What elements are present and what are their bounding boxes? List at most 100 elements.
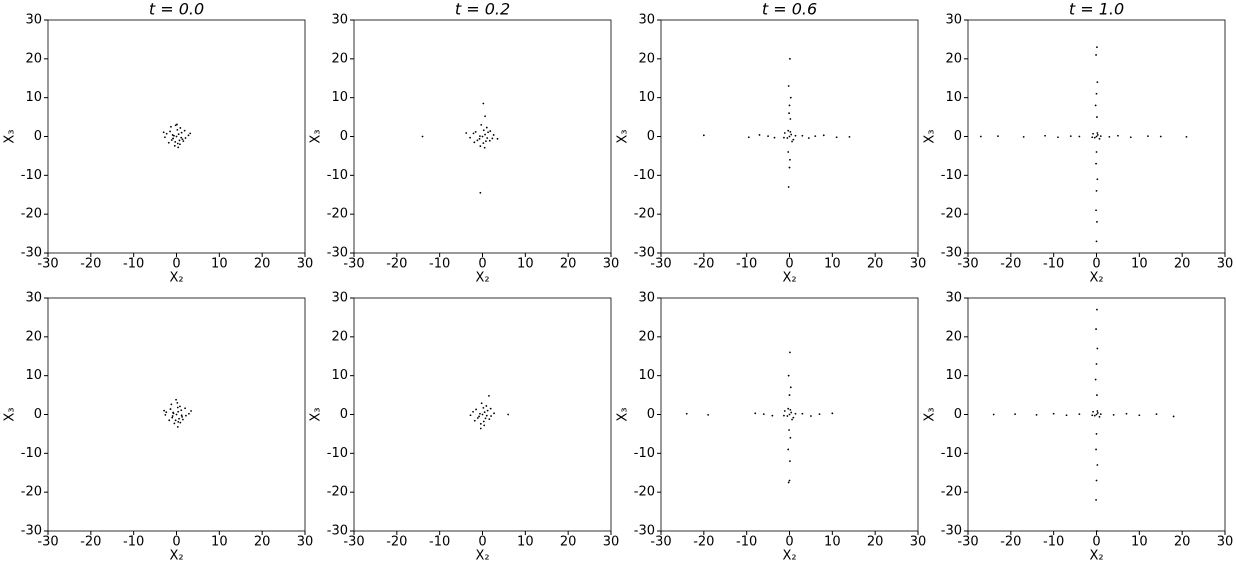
point [479, 135, 481, 138]
x-tick-label: 20 [560, 257, 577, 272]
y-tick-label: 0 [647, 407, 655, 422]
point [702, 134, 705, 137]
point [171, 134, 174, 136]
point [789, 158, 791, 161]
point [791, 418, 793, 421]
point [801, 134, 804, 137]
point [182, 140, 185, 143]
point [178, 417, 180, 420]
x-tick-label: 10 [211, 257, 228, 272]
point [179, 421, 182, 424]
x-axis-label: X₂ [782, 271, 796, 286]
point [187, 134, 190, 137]
point [170, 139, 173, 141]
point [181, 138, 184, 141]
point [472, 410, 474, 413]
point [469, 414, 472, 417]
point [801, 412, 804, 415]
point [1096, 394, 1098, 396]
point [787, 374, 790, 377]
y-tick-label: -10 [941, 446, 962, 461]
x-tick-label: 20 [1174, 257, 1191, 272]
point [787, 85, 790, 87]
point [1078, 135, 1081, 138]
x-tick-label: 10 [211, 535, 228, 550]
point [1095, 162, 1097, 165]
y-tick-label: -30 [327, 524, 348, 539]
point [786, 415, 789, 417]
point [493, 412, 495, 415]
point [788, 413, 791, 416]
point [180, 136, 183, 139]
point [174, 419, 177, 422]
x-axis-label: X₂ [169, 271, 183, 286]
y-tick-label: -10 [327, 168, 348, 183]
point [1014, 413, 1017, 416]
x-tick-label: -10 [736, 535, 757, 550]
point [479, 422, 482, 425]
point [707, 413, 710, 416]
point [788, 135, 791, 138]
y-tick-label: 30 [25, 291, 42, 306]
y-tick-label: -30 [941, 246, 962, 261]
x-tick-label: 30 [910, 535, 927, 550]
point [176, 401, 179, 404]
point [1099, 413, 1102, 416]
point [484, 417, 487, 420]
point [1095, 433, 1098, 435]
point [1096, 116, 1098, 118]
point [788, 112, 790, 115]
y-tick-label: 0 [340, 407, 348, 422]
point [788, 166, 791, 169]
point [1185, 135, 1188, 138]
point [791, 140, 793, 143]
y-tick-label: -10 [941, 168, 962, 183]
x-tick-label: 30 [1217, 535, 1234, 550]
y-tick-label: 30 [638, 13, 655, 28]
point [485, 140, 487, 143]
point [485, 405, 488, 407]
point [476, 139, 479, 142]
point [790, 411, 793, 414]
y-tick-label: -20 [21, 485, 42, 500]
y-tick-label: 0 [34, 129, 42, 144]
y-tick-label: -20 [634, 207, 655, 222]
y-tick-label: -30 [21, 524, 42, 539]
point [789, 386, 792, 389]
point [1057, 136, 1059, 139]
point [486, 409, 489, 412]
point [1112, 413, 1115, 416]
point [771, 414, 774, 417]
point [787, 448, 790, 451]
point [174, 141, 177, 143]
point [478, 415, 480, 418]
x-tick-label: -20 [80, 257, 101, 272]
point [787, 481, 790, 484]
point [787, 129, 790, 132]
y-tick-label: 0 [34, 407, 42, 422]
point [1092, 410, 1094, 413]
point [180, 409, 183, 412]
point [177, 146, 180, 149]
point [488, 139, 491, 142]
x-tick-label: 0 [478, 535, 486, 550]
x-tick-label: 20 [254, 257, 271, 272]
y-tick-label: 20 [25, 51, 42, 66]
point [822, 134, 825, 137]
point [173, 144, 176, 147]
x-tick-label: 30 [297, 257, 314, 272]
point [185, 414, 187, 417]
point [783, 132, 786, 134]
x-tick-label: -20 [1000, 257, 1021, 272]
x-tick-label: -30 [957, 257, 978, 272]
y-tick-label: 30 [25, 13, 42, 28]
point [1096, 464, 1099, 466]
y-tick-label: 20 [638, 51, 655, 66]
point [1096, 410, 1099, 412]
x-tick-label: -10 [1043, 535, 1064, 550]
point [485, 126, 488, 129]
x-tick-label: 30 [297, 535, 314, 550]
x-tick-label: -20 [80, 535, 101, 550]
point [172, 137, 174, 140]
point [835, 136, 838, 139]
